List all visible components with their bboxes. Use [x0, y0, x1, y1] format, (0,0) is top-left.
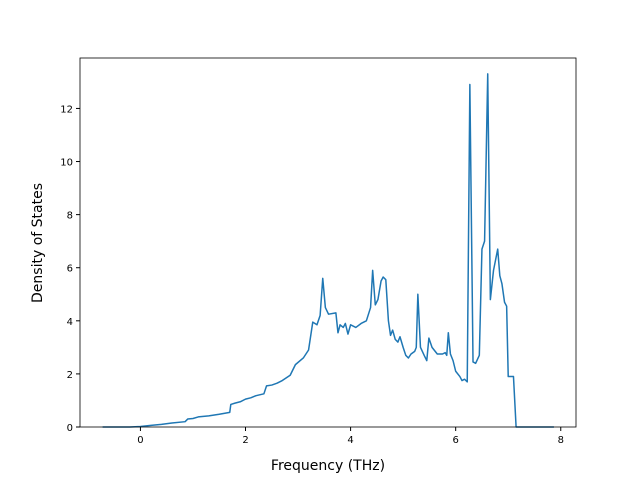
- x-tick-label: 2: [242, 435, 248, 446]
- y-tick-label: 6: [67, 264, 73, 275]
- x-tick-label: 4: [347, 435, 353, 446]
- x-tick-label: 8: [558, 435, 564, 446]
- data-line: [102, 73, 554, 428]
- y-tick-label: 10: [60, 158, 73, 169]
- y-axis-label: Density of States: [30, 183, 46, 303]
- x-tick-label: 0: [137, 435, 143, 446]
- x-tick-label: 6: [452, 435, 458, 446]
- y-tick-label: 0: [67, 423, 73, 434]
- y-tick-label: 8: [67, 211, 73, 222]
- plot-frame: [79, 57, 577, 428]
- y-tick-label: 2: [67, 370, 73, 381]
- y-tick-label: 4: [67, 317, 73, 328]
- y-tick-label: 12: [60, 104, 73, 115]
- x-axis-label: Frequency (THz): [271, 458, 385, 474]
